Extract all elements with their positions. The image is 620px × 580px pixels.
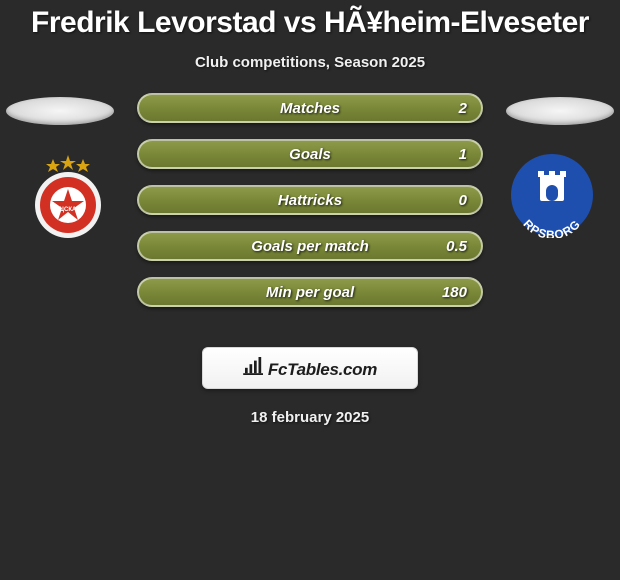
badge-ring-text: ЦСКА (60, 207, 77, 213)
stat-row-goals: Goals 1 (137, 139, 483, 169)
stat-row-min-per-goal: Min per goal 180 (137, 277, 483, 307)
stat-value: 180 (442, 279, 467, 307)
stat-value: 0 (459, 187, 467, 215)
stat-pill-stack: Matches 2 Goals 1 Hattricks 0 Goals per … (137, 93, 483, 323)
stat-row-goals-per-match: Goals per match 0.5 (137, 231, 483, 261)
castle-icon (538, 171, 566, 201)
stars-icon (46, 155, 90, 172)
fctables-text: FcTables.com (268, 360, 377, 380)
stat-row-hattricks: Hattricks 0 (137, 185, 483, 215)
player-slot-right (506, 97, 614, 125)
stat-value: 0.5 (446, 233, 467, 261)
comparison-panel: ЦСКА RPSBORG Matches 2 (0, 103, 620, 333)
stat-label: Hattricks (139, 187, 481, 215)
stat-label: Goals (139, 141, 481, 169)
subtitle: Club competitions, Season 2025 (0, 54, 620, 71)
stat-label: Matches (139, 95, 481, 123)
club-badge-left: ЦСКА (18, 153, 118, 238)
stat-value: 1 (459, 141, 467, 169)
stat-label: Goals per match (139, 233, 481, 261)
page-title: Fredrik Levorstad vs HÃ¥heim-Elveseter (0, 0, 620, 40)
fctables-badge[interactable]: FcTables.com (202, 347, 418, 389)
stat-label: Min per goal (139, 279, 481, 307)
footer-date: 18 february 2025 (0, 409, 620, 426)
player-slot-left (6, 97, 114, 125)
stat-row-matches: Matches 2 (137, 93, 483, 123)
bar-chart-icon (243, 357, 265, 375)
stat-value: 2 (459, 95, 467, 123)
club-badge-right: RPSBORG (502, 153, 602, 238)
